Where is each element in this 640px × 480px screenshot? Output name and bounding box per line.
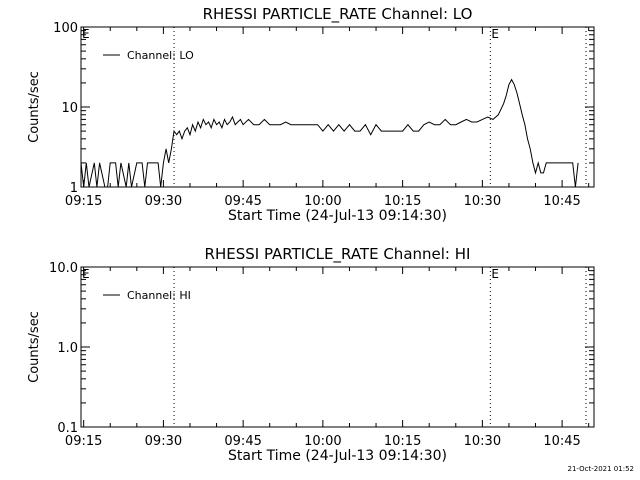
time-marker-label: E xyxy=(491,267,499,281)
series-line-1 xyxy=(80,78,579,188)
x-tick-label: 10:00 xyxy=(304,194,341,209)
y-tick-label: 10.0 xyxy=(49,261,78,276)
x-tick-label: 09:45 xyxy=(224,194,261,209)
y-tick-label: 100 xyxy=(53,21,78,36)
chart-title: RHESSI PARTICLE_RATE Channel: LO xyxy=(203,5,473,24)
x-tick-label: 09:30 xyxy=(145,194,182,209)
corner-label: E xyxy=(82,27,90,41)
legend-label: Channel: LO xyxy=(127,49,194,62)
plot-timestamp: 21-Oct-2021 01:52 xyxy=(567,465,634,473)
x-tick-label: 10:15 xyxy=(384,194,421,209)
legend-label: Channel: HI xyxy=(127,289,191,302)
y-tick-label: 1.0 xyxy=(57,341,78,356)
x-axis-label: Start Time (24-Jul-13 09:14:30) xyxy=(228,448,447,464)
chart-panel-2: RHESSI PARTICLE_RATE Channel: HI 09:15 09:… xyxy=(27,245,595,464)
corner-label: E xyxy=(82,267,90,281)
x-tick-label: 10:45 xyxy=(543,434,580,449)
x-tick-label: 10:00 xyxy=(304,434,341,449)
x-tick-label: 09:45 xyxy=(224,434,261,449)
chart-panel-1: RHESSI PARTICLE_RATE Channel: LO 09:15 09:… xyxy=(27,5,595,224)
x-tick-label: 10:45 xyxy=(543,194,580,209)
x-axis-label: Start Time (24-Jul-13 09:14:30) xyxy=(228,208,447,224)
x-tick-label: 10:30 xyxy=(464,194,501,209)
x-tick-label: 10:30 xyxy=(464,434,501,449)
y-tick-label: 10 xyxy=(61,101,78,116)
y-axis-label: Counts/sec xyxy=(27,311,42,383)
y-tick-label: 1 xyxy=(70,181,78,196)
y-axis-label: Counts/sec xyxy=(27,71,42,143)
x-tick-label: 09:30 xyxy=(145,434,182,449)
y-tick-label: 0.1 xyxy=(57,421,78,436)
x-tick-label: 09:15 xyxy=(65,434,102,449)
time-marker-label: E xyxy=(491,27,499,41)
chart-title: RHESSI PARTICLE_RATE Channel: HI xyxy=(205,245,471,264)
x-tick-label: 10:15 xyxy=(384,434,421,449)
x-tick-label: 09:15 xyxy=(65,194,102,209)
